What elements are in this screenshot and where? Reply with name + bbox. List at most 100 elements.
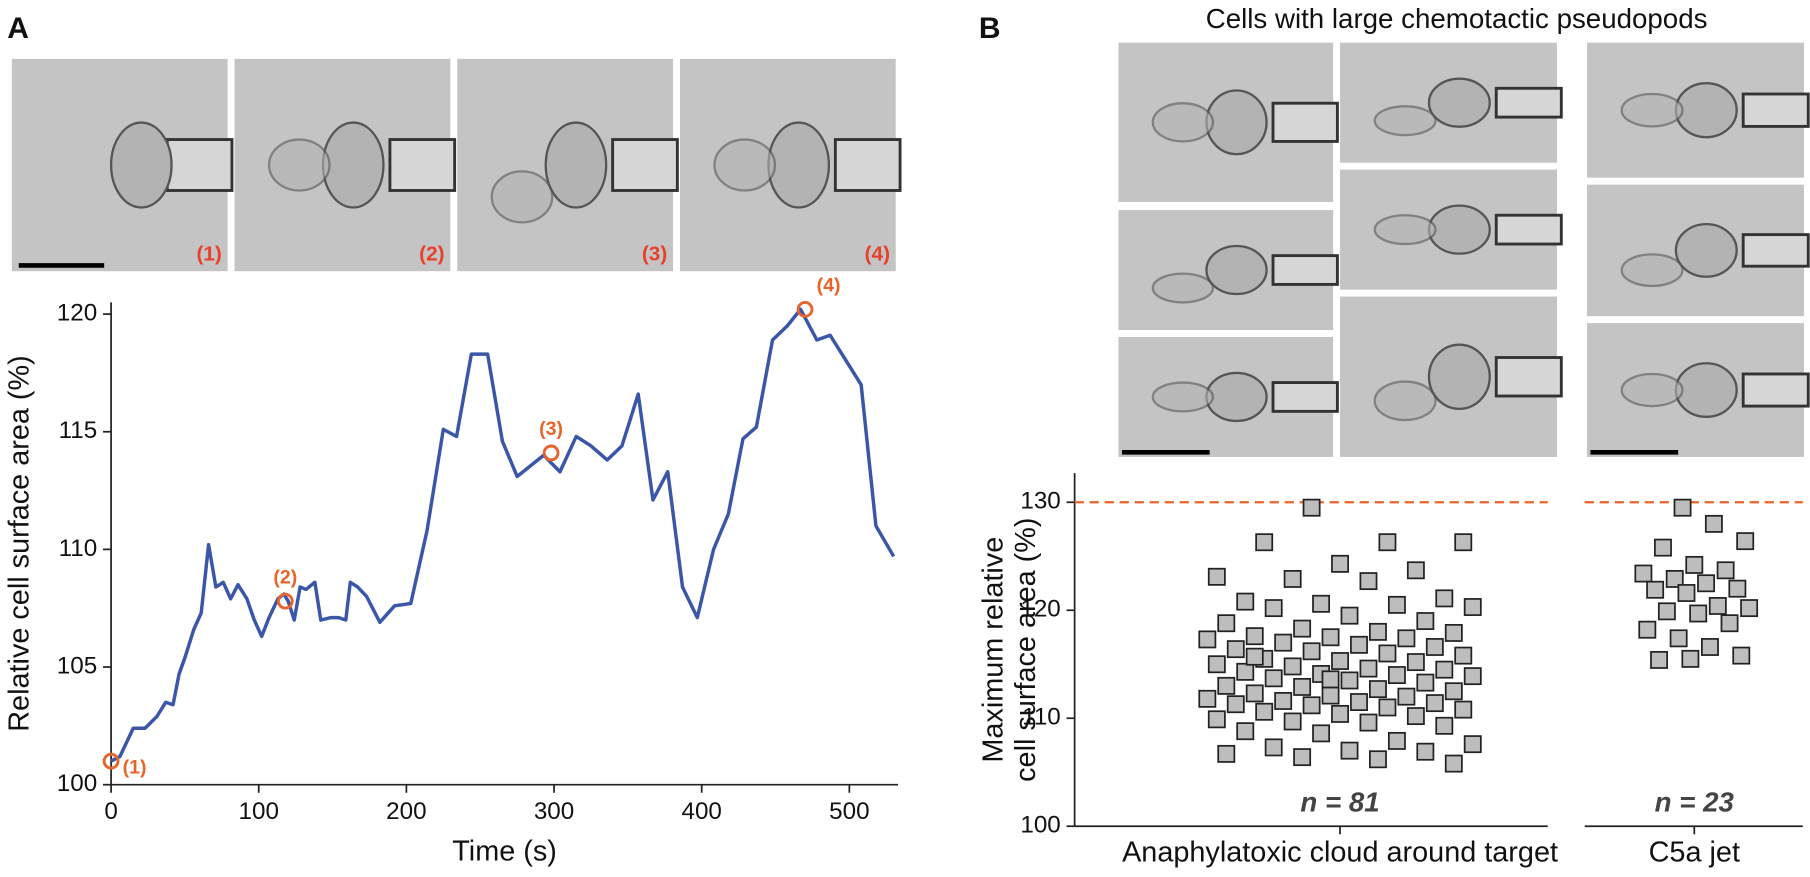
image-label: (3) bbox=[642, 243, 667, 266]
pseudopod bbox=[267, 138, 331, 192]
data-point bbox=[1435, 589, 1454, 608]
pipette bbox=[1271, 254, 1339, 286]
data-point bbox=[1198, 630, 1217, 649]
annotation-marker bbox=[542, 444, 560, 462]
data-point bbox=[1654, 538, 1672, 557]
data-point bbox=[1704, 514, 1723, 533]
data-point bbox=[1283, 569, 1302, 588]
data-point bbox=[1264, 599, 1283, 618]
pseudopod bbox=[1151, 272, 1215, 304]
data-point bbox=[1736, 532, 1755, 551]
data-point bbox=[1207, 710, 1226, 729]
data-point bbox=[1369, 680, 1387, 699]
cell bbox=[1205, 244, 1268, 296]
data-point bbox=[1207, 655, 1226, 674]
data-point bbox=[1435, 716, 1454, 735]
data-point bbox=[1236, 722, 1255, 741]
pipette bbox=[833, 138, 902, 192]
data-point bbox=[1435, 660, 1454, 679]
data-point bbox=[1673, 498, 1692, 517]
data-point bbox=[1274, 633, 1293, 652]
data-point bbox=[1302, 696, 1321, 715]
data-point bbox=[1387, 595, 1406, 614]
pipette bbox=[1271, 101, 1339, 143]
data-point bbox=[1264, 669, 1283, 688]
data-point bbox=[1454, 700, 1473, 719]
panel-label: A bbox=[7, 12, 29, 45]
pipette bbox=[1494, 356, 1563, 398]
data-point bbox=[1454, 533, 1473, 552]
annotation-marker bbox=[276, 592, 294, 610]
data-point bbox=[1236, 592, 1255, 611]
panel-label: B bbox=[979, 12, 1001, 45]
image-label: (2) bbox=[419, 243, 444, 266]
data-point bbox=[1378, 644, 1397, 663]
pseudopod bbox=[1373, 380, 1437, 422]
cell bbox=[1674, 222, 1738, 278]
data-point bbox=[1302, 642, 1321, 661]
data-point bbox=[1677, 584, 1696, 602]
data-point bbox=[1716, 561, 1735, 580]
y-axis-label: cell surface area (%) bbox=[1010, 517, 1042, 781]
data-point bbox=[1444, 754, 1463, 773]
x-axis-label: Time (s) bbox=[452, 835, 557, 867]
data-point bbox=[1293, 677, 1312, 696]
data-point bbox=[1669, 629, 1688, 648]
data-point bbox=[1293, 748, 1312, 767]
x-tick-label: 100 bbox=[239, 798, 279, 825]
data-point bbox=[1312, 594, 1331, 613]
pipette bbox=[1741, 92, 1810, 128]
data-point bbox=[1331, 704, 1349, 723]
data-point bbox=[1701, 638, 1719, 656]
data-point bbox=[1406, 707, 1425, 726]
pseudopod bbox=[490, 170, 554, 224]
data-point bbox=[1302, 498, 1321, 517]
category-label: Anaphylatoxic cloud around target bbox=[1122, 837, 1558, 869]
data-point bbox=[1387, 666, 1406, 684]
cell bbox=[1427, 77, 1491, 128]
pseudopod bbox=[1620, 92, 1684, 128]
data-point bbox=[1321, 628, 1340, 647]
pipette bbox=[388, 138, 457, 192]
x-tick-label: 300 bbox=[534, 798, 574, 825]
data-point bbox=[1397, 687, 1416, 706]
image-label: (4) bbox=[865, 243, 890, 266]
data-point bbox=[1634, 564, 1653, 583]
data-point bbox=[1681, 649, 1700, 668]
pipette bbox=[165, 138, 234, 192]
y-tick-label: 100 bbox=[57, 770, 97, 797]
cell bbox=[321, 121, 385, 209]
data-point bbox=[1283, 712, 1302, 731]
data-point bbox=[1369, 622, 1387, 641]
image-title: Cells with large chemotactic pseudopods bbox=[1206, 3, 1708, 34]
data-point bbox=[1728, 579, 1747, 598]
y-tick-label: 130 bbox=[1020, 488, 1060, 515]
y-tick-label: 115 bbox=[59, 417, 98, 444]
data-point bbox=[1740, 599, 1759, 618]
data-point bbox=[1264, 738, 1283, 757]
data-point bbox=[1236, 662, 1255, 681]
pipette bbox=[1741, 233, 1810, 268]
data-point bbox=[1416, 673, 1435, 692]
n-label: n = 23 bbox=[1655, 787, 1735, 818]
data-point bbox=[1406, 561, 1425, 580]
data-line bbox=[110, 307, 896, 763]
data-point bbox=[1454, 646, 1473, 665]
annotation-marker bbox=[796, 301, 814, 318]
cell bbox=[1427, 343, 1491, 410]
data-point bbox=[1378, 533, 1397, 552]
data-point bbox=[1444, 682, 1463, 701]
data-point bbox=[1359, 572, 1378, 591]
data-point bbox=[1646, 580, 1665, 599]
category-label: C5a jet bbox=[1649, 837, 1740, 869]
x-tick-label: 0 bbox=[104, 798, 117, 825]
data-point bbox=[1274, 692, 1293, 710]
data-point bbox=[1697, 574, 1715, 593]
cell bbox=[109, 121, 173, 209]
data-point bbox=[1657, 602, 1676, 621]
data-point bbox=[1397, 629, 1416, 648]
n-label: n = 81 bbox=[1300, 787, 1379, 818]
x-tick-label: 400 bbox=[681, 798, 721, 825]
data-point bbox=[1685, 555, 1704, 574]
